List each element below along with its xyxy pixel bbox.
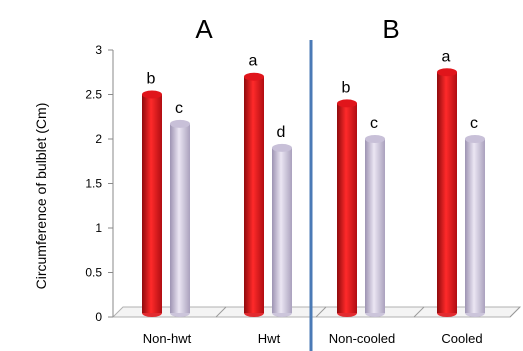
significance-label: c bbox=[470, 115, 478, 132]
bar-series1-non-hwt bbox=[142, 90, 162, 317]
y-tick-label: 2.5 bbox=[85, 88, 102, 102]
y-axis: 0 0.5 1 1.5 2 2.5 3 bbox=[85, 43, 114, 324]
x-tick bbox=[315, 306, 327, 318]
chart-floor bbox=[111, 306, 522, 318]
bar-series2-cooled bbox=[465, 135, 485, 317]
bar-body bbox=[170, 123, 190, 314]
bar-body bbox=[437, 72, 457, 313]
y-tick-label: 1.5 bbox=[85, 177, 102, 191]
bar-top bbox=[337, 99, 357, 108]
significance-label: a bbox=[442, 48, 451, 65]
x-tick bbox=[413, 306, 425, 318]
bar-series1-non-cooled bbox=[337, 99, 357, 317]
significance-label: a bbox=[249, 53, 258, 70]
bar-body bbox=[337, 103, 357, 314]
y-tick-label: 2 bbox=[95, 132, 102, 146]
y-axis-title: Circumference of bulblet (Cm) bbox=[33, 103, 49, 290]
bar-body bbox=[244, 76, 264, 313]
bar-series1-cooled bbox=[437, 68, 457, 317]
bar-top bbox=[244, 72, 264, 81]
y-tick-label: 3 bbox=[95, 43, 102, 57]
significance-label: b bbox=[147, 71, 156, 88]
significance-label: d bbox=[277, 124, 286, 141]
bar-top bbox=[142, 90, 162, 99]
bar-series1-hwt bbox=[244, 72, 264, 317]
x-tick bbox=[509, 306, 521, 318]
bar-body bbox=[142, 94, 162, 313]
bar-series2-hwt bbox=[272, 143, 292, 317]
bar-body bbox=[365, 139, 385, 313]
bar-top bbox=[437, 68, 457, 77]
x-tick-label: Non-cooled bbox=[329, 331, 396, 346]
x-tick bbox=[215, 306, 227, 318]
x-tick-label: Cooled bbox=[441, 331, 482, 346]
y-tick-label: 0.5 bbox=[85, 266, 102, 280]
bar-series2-non-hwt bbox=[170, 119, 190, 317]
labels-group: b a b a c d c c bbox=[147, 48, 478, 141]
bar-series2-non-cooled bbox=[365, 135, 385, 317]
panel-label-a: A bbox=[195, 14, 213, 44]
significance-label: c bbox=[175, 100, 183, 117]
bar-top bbox=[365, 135, 385, 143]
bar-top bbox=[272, 143, 292, 152]
bar-body bbox=[272, 147, 292, 313]
x-axis-labels: Non-hwt Hwt Non-cooled Cooled bbox=[143, 331, 483, 346]
significance-label: b bbox=[342, 79, 351, 96]
bar-top bbox=[465, 135, 485, 143]
y-tick-label: 0 bbox=[95, 310, 102, 324]
panel-label-b: B bbox=[382, 14, 399, 44]
significance-label: c bbox=[370, 115, 378, 132]
x-tick-label: Non-hwt bbox=[143, 331, 192, 346]
x-tick-label: Hwt bbox=[258, 331, 281, 346]
bars-group bbox=[142, 68, 485, 317]
bar-body bbox=[465, 139, 485, 313]
y-tick-label: 1 bbox=[95, 221, 102, 235]
bar-top bbox=[170, 119, 190, 128]
